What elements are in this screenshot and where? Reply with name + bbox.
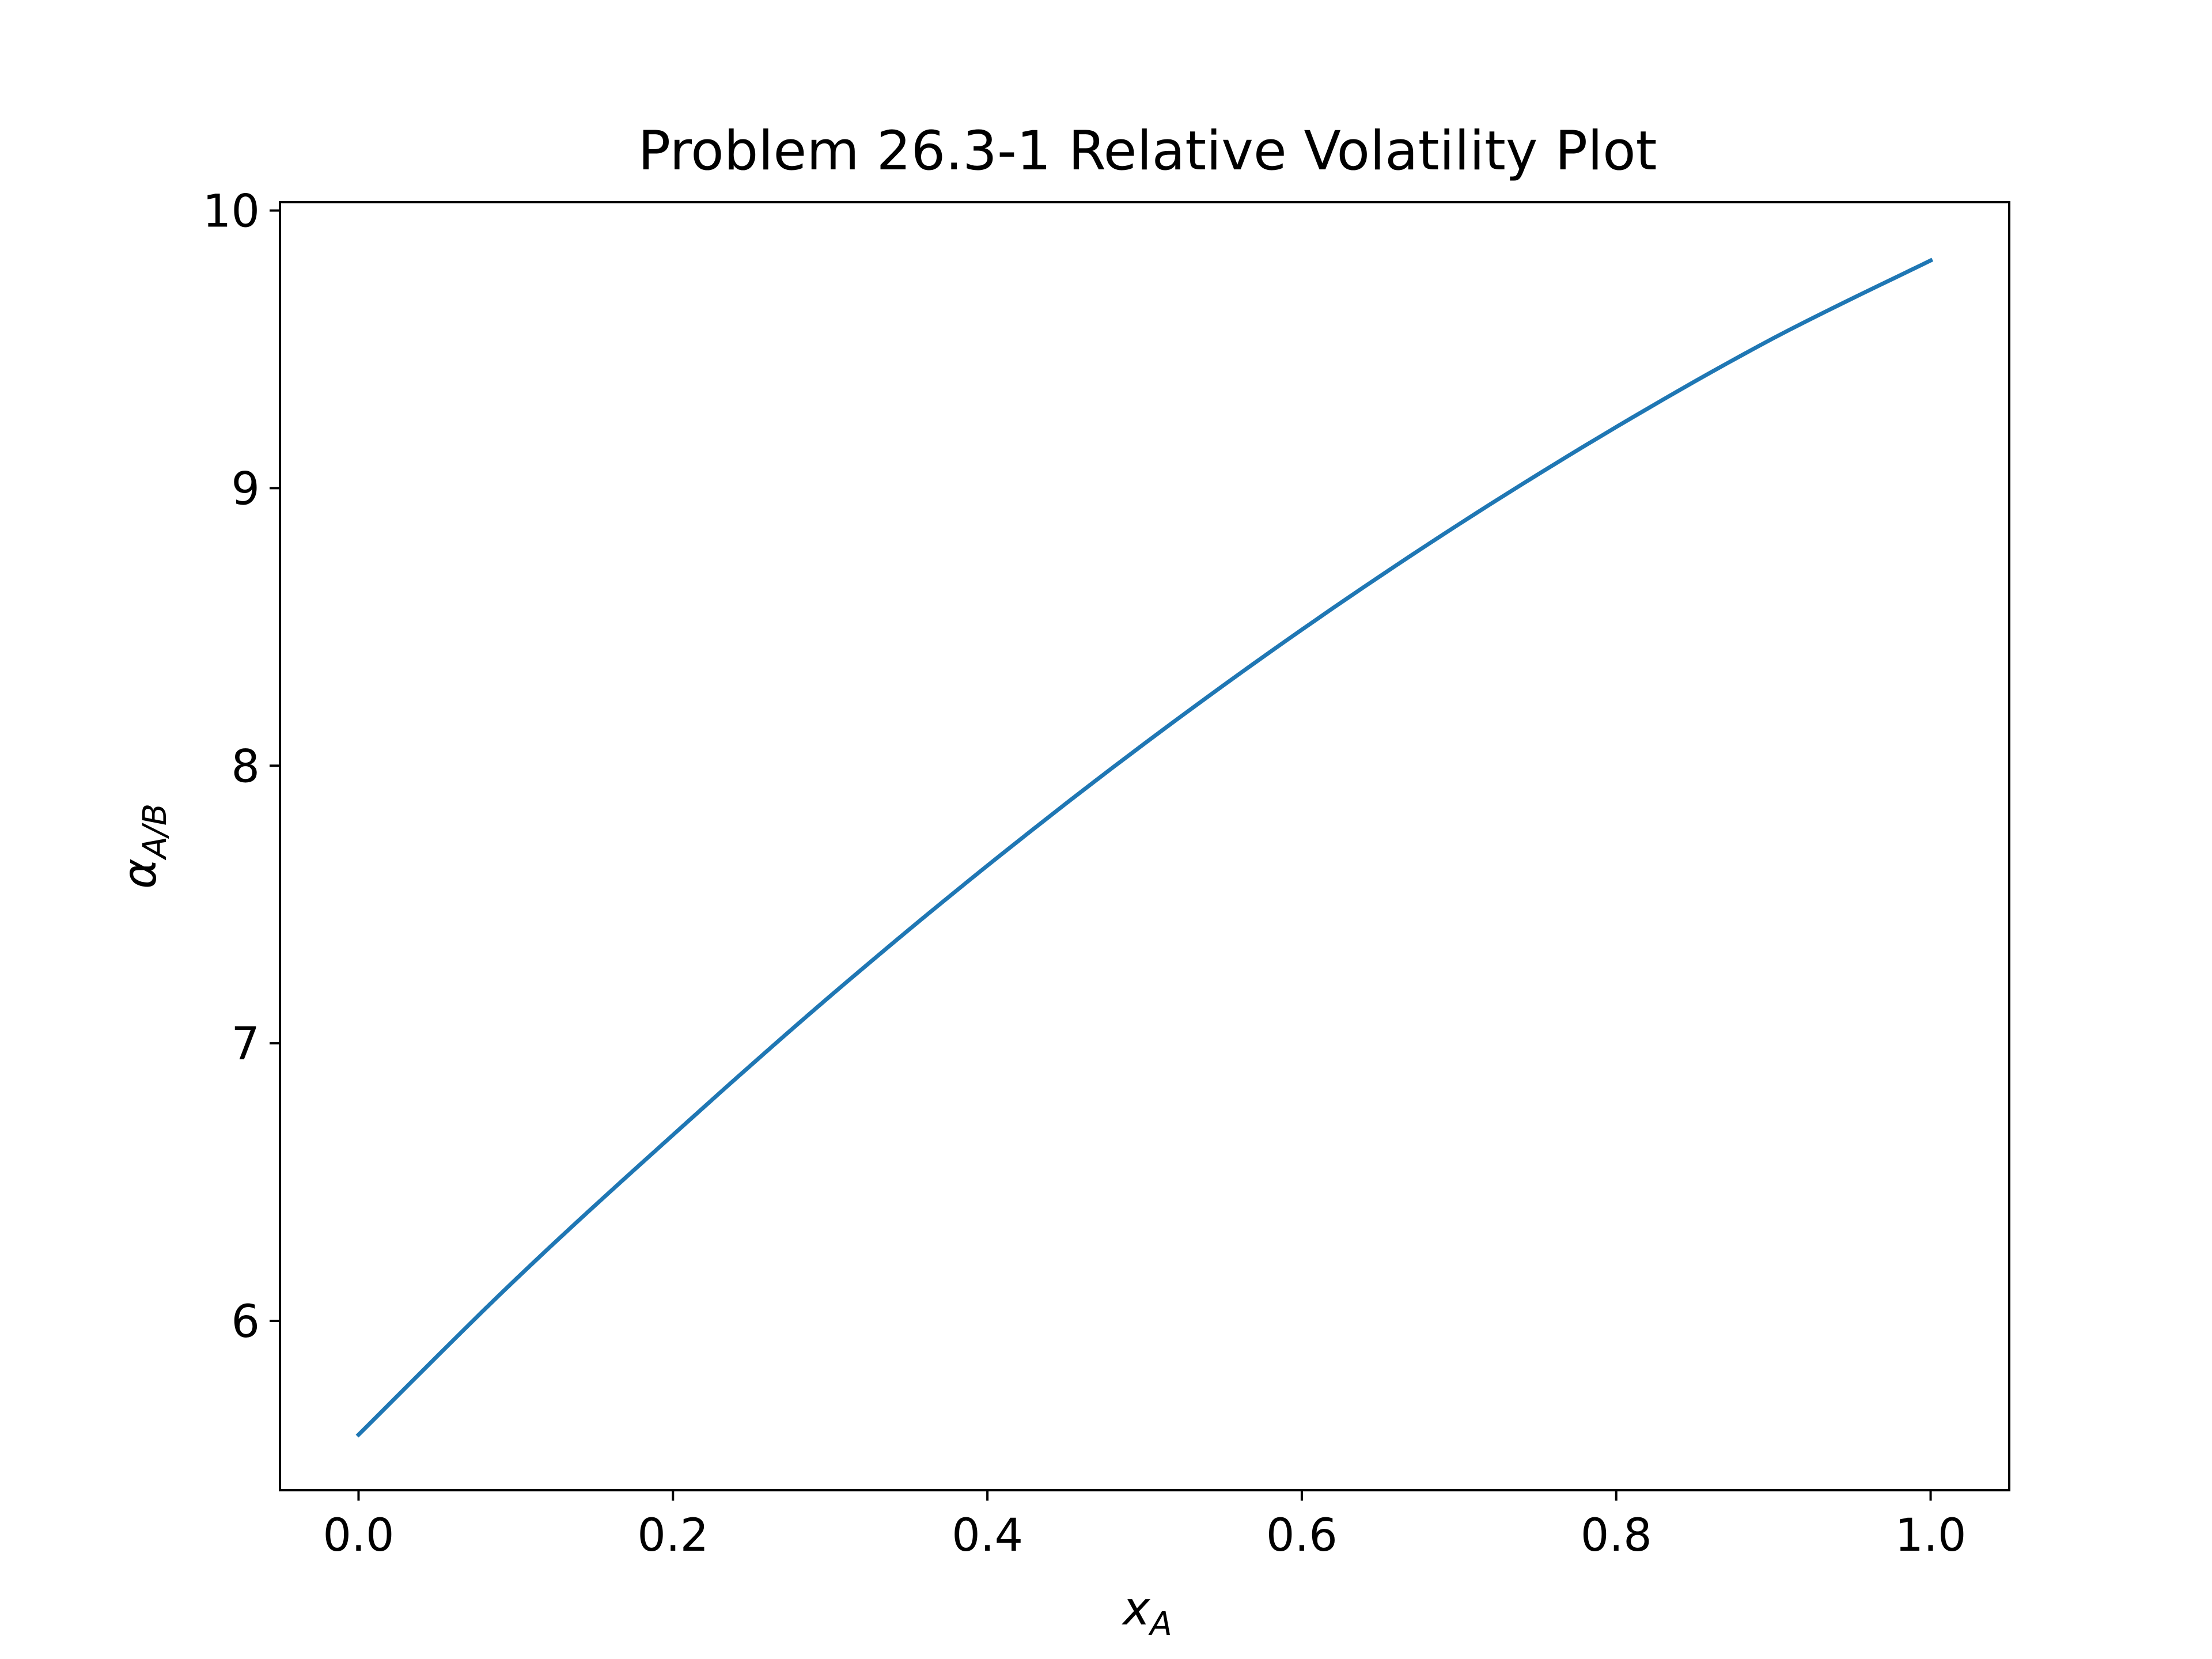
y-axis: 6 7 8 9 10 xyxy=(203,185,280,1348)
y-tick-label: 8 xyxy=(231,741,260,793)
y-axis-label-base: α xyxy=(113,858,166,889)
y-tick-label: 10 xyxy=(203,185,260,237)
x-tick-label: 0.6 xyxy=(1266,1510,1338,1562)
y-axis-label-subscript: A/B xyxy=(137,804,174,861)
x-tick-label: 0.0 xyxy=(323,1510,394,1562)
x-axis-label: xA xyxy=(1121,1582,1172,1643)
chart-title: Problem 26.3-1 Relative Volatility Plot xyxy=(638,120,1657,183)
axes-frame xyxy=(279,201,2010,1491)
y-tick-label: 6 xyxy=(231,1296,260,1348)
x-axis: 0.0 0.2 0.4 0.6 0.8 1.0 xyxy=(323,1490,1967,1562)
x-tick-label: 0.4 xyxy=(952,1510,1023,1562)
y-tick-label: 9 xyxy=(231,463,260,515)
y-axis-label: αA/B xyxy=(113,804,174,889)
x-tick-label: 1.0 xyxy=(1895,1510,1967,1562)
x-axis-label-base: x xyxy=(1121,1582,1151,1635)
x-tick-label: 0.2 xyxy=(637,1510,709,1562)
x-tick-label: 0.8 xyxy=(1581,1510,1652,1562)
y-tick-label: 7 xyxy=(231,1018,260,1070)
x-axis-label-subscript: A xyxy=(1149,1605,1172,1643)
plot-area xyxy=(355,257,1934,1438)
series-line-0 xyxy=(355,257,1934,1438)
